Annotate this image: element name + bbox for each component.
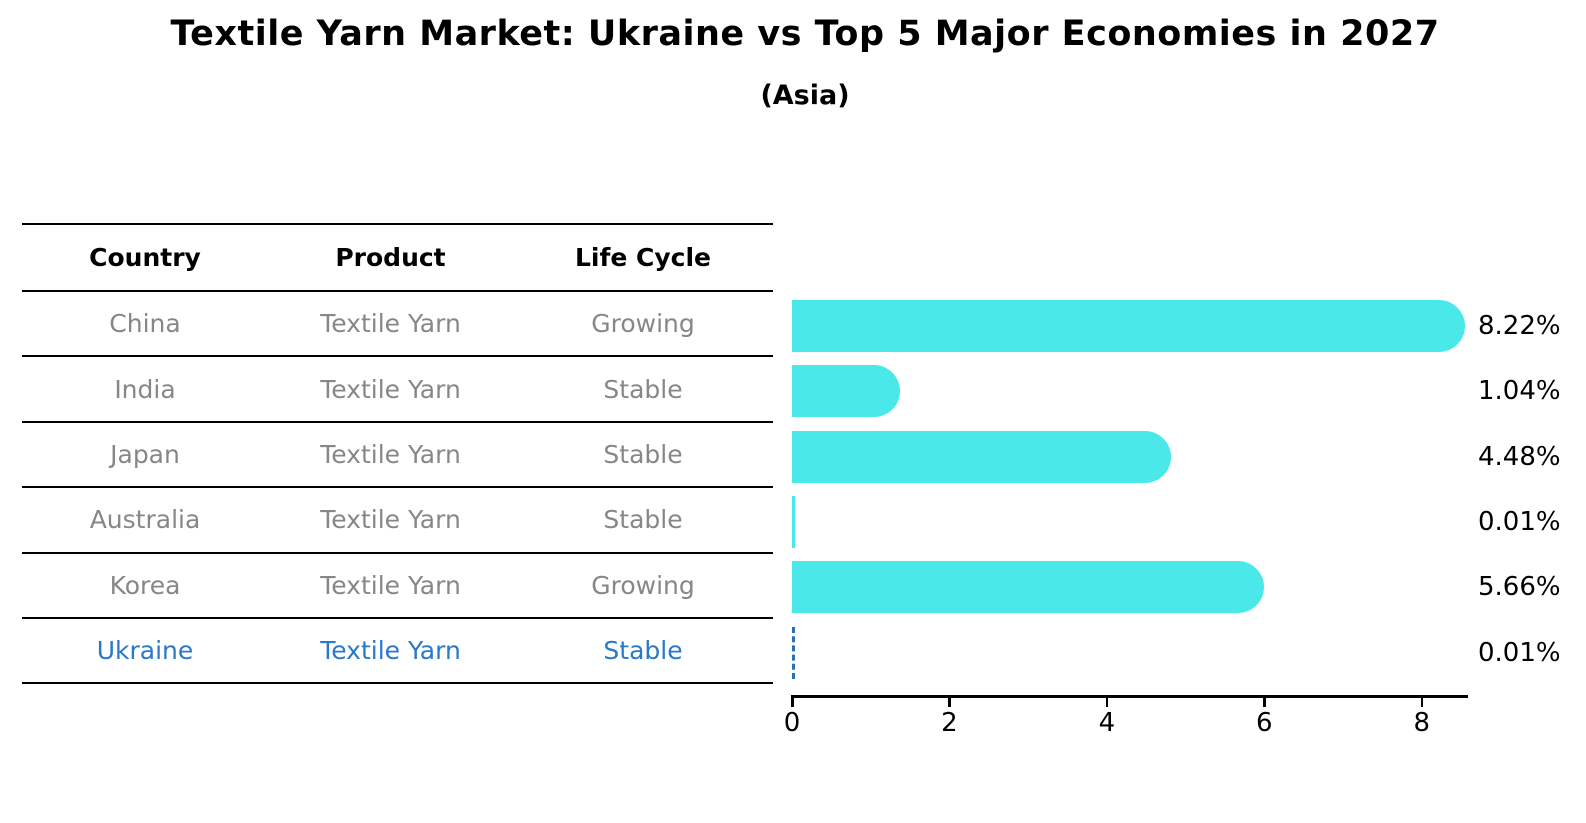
bar-value-label: 5.66% [1478,572,1561,603]
table-cell-country: India [114,374,176,404]
table-row: Australia Textile Yarn Stable [22,488,773,554]
bar-japan [792,430,1171,483]
table-cell-life-cycle: Growing [591,570,695,600]
table-cell-country: Australia [89,505,201,535]
table-row: Japan Textile Yarn Stable [22,423,773,489]
page-subtitle: (Asia) [760,80,850,111]
table-row: Ukraine Textile Yarn Stable [22,619,773,685]
table-body: China Textile Yarn Growing India Textile Yar… [22,292,773,685]
country-table: Country Product Life Cycle China Textile … [22,223,773,685]
table-header-row: Country Product Life Cycle [22,225,773,292]
column-header-product: Product [335,243,446,272]
table-cell-product: Textile Yarn [320,309,461,339]
page-title: Textile Yarn Market: Ukraine vs Top 5 Ma… [170,14,1440,54]
bar-korea [792,561,1264,614]
bar-plot: 8.22% 1.04% 4.48% 0.01% 5.66% 0.01% 0 2 4 6 8 [784,290,1561,738]
table-row: Korea Textile Yarn Growing [22,554,773,619]
x-axis-tick-label: 6 [1256,708,1273,738]
table-cell-life-cycle: Stable [603,636,683,666]
bar-australia [792,495,795,548]
x-axis-tick-label: 4 [1098,708,1116,738]
table-row: India Textile Yarn Stable [22,357,773,423]
x-axis-tick-label: 8 [1413,708,1431,738]
table-cell-life-cycle: Stable [603,374,683,404]
bar-china [792,300,1466,352]
x-axis-tick-label: 0 [783,708,801,738]
table-cell-product: Textile Yarn [320,505,461,535]
x-axis-tick [791,698,794,707]
table-cell-country: Ukraine [96,636,194,666]
bar-value-label: 4.48% [1478,441,1561,472]
table-cell-country: Japan [110,439,180,469]
bar-value-label: 8.22% [1478,311,1561,341]
table-cell-life-cycle: Stable [603,439,683,469]
bar-value-label: 1.04% [1478,376,1561,407]
table-cell-product: Textile Yarn [320,636,461,666]
x-axis-tick [1263,698,1266,707]
bar-value-label: 0.01% [1478,637,1561,668]
x-axis-tick [1420,698,1424,707]
table-cell-country: Korea [109,570,181,600]
table-cell-life-cycle: Stable [603,505,683,535]
bar-highlight-ukraine [792,626,795,679]
table-cell-country: China [109,309,181,339]
table-cell-life-cycle: Growing [591,309,695,339]
bar-value-label: 0.01% [1478,506,1561,537]
x-axis-tick [948,698,951,707]
bar-india [792,365,900,418]
table-row: China Textile Yarn Growing [22,292,773,358]
table-cell-product: Textile Yarn [320,570,461,600]
table-cell-product: Textile Yarn [320,439,461,469]
x-axis-tick [1105,698,1109,707]
column-header-life-cycle: Life Cycle [574,243,712,272]
table-cell-product: Textile Yarn [320,374,461,404]
column-header-country: Country [89,243,201,272]
x-axis-tick-label: 2 [941,708,958,738]
